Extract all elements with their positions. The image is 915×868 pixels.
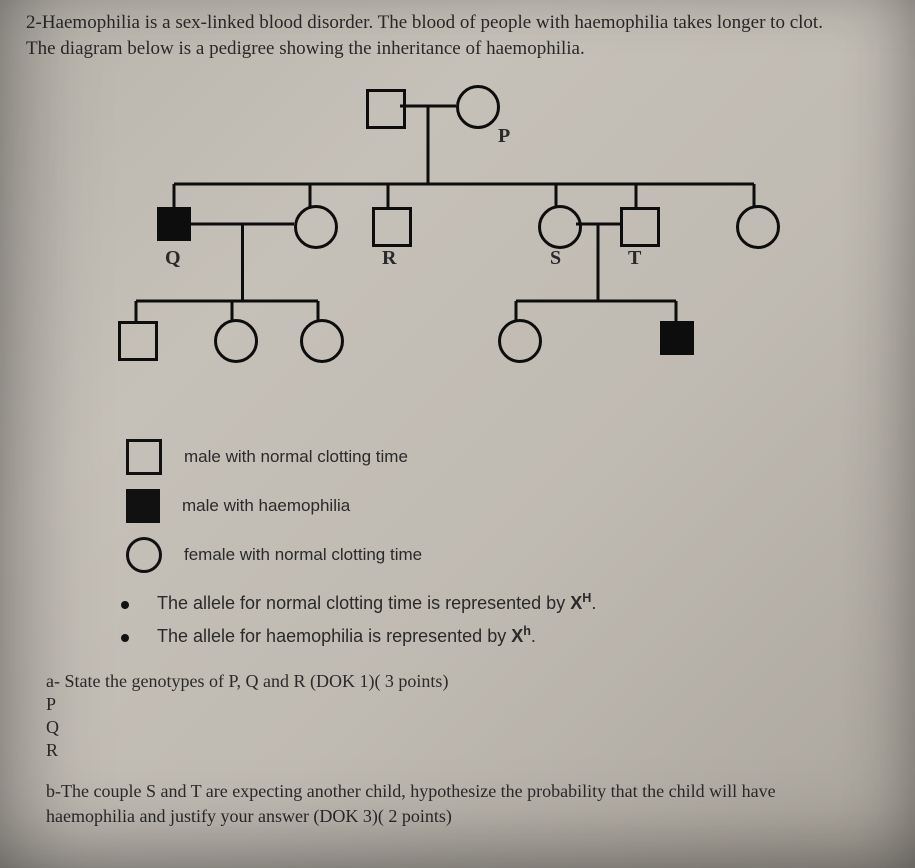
legend-ci-icon bbox=[126, 537, 162, 573]
pedigree-node bbox=[456, 85, 500, 129]
legend-text: male with normal clotting time bbox=[184, 447, 408, 467]
allele-notes: The allele for normal clotting time is r… bbox=[121, 591, 889, 647]
allele-normal-sup: H bbox=[582, 591, 591, 605]
legend-sqf-icon bbox=[126, 489, 160, 523]
part-b-l2: haemophilia and justify your answer (DOK… bbox=[46, 806, 452, 826]
part-a-row: P bbox=[46, 694, 889, 715]
pedigree-node bbox=[300, 319, 344, 363]
legend-text: male with haemophilia bbox=[182, 496, 350, 516]
legend-row: female with normal clotting time bbox=[126, 537, 889, 573]
pedigree-label: T bbox=[628, 247, 641, 270]
pedigree-node bbox=[157, 207, 191, 241]
bullet-icon bbox=[121, 601, 129, 609]
allele-normal-sym: X bbox=[570, 593, 582, 613]
legend-row: male with normal clotting time bbox=[126, 439, 889, 475]
pedigree-node bbox=[366, 89, 406, 129]
allele-haem-post: . bbox=[531, 626, 536, 646]
pedigree-node bbox=[118, 321, 158, 361]
allele-haem-sym: X bbox=[511, 626, 523, 646]
pedigree-node bbox=[660, 321, 694, 355]
pedigree-node bbox=[372, 207, 412, 247]
question-line2: The diagram below is a pedigree showing … bbox=[26, 38, 585, 59]
legend-sq-icon bbox=[126, 439, 162, 475]
pedigree-node bbox=[498, 319, 542, 363]
allele-normal-pre: The allele for normal clotting time is r… bbox=[157, 593, 570, 613]
pedigree-node bbox=[538, 205, 582, 249]
pedigree-label: Q bbox=[165, 247, 181, 270]
allele-haem-pre: The allele for haemophilia is represente… bbox=[157, 626, 511, 646]
bullet-icon bbox=[121, 634, 129, 642]
legend: male with normal clotting time male with … bbox=[126, 439, 889, 573]
pedigree-node bbox=[736, 205, 780, 249]
part-a-row: Q bbox=[46, 717, 889, 738]
pedigree-label: S bbox=[550, 247, 561, 270]
part-a: a- State the genotypes of P, Q and R (DO… bbox=[46, 671, 889, 761]
part-a-row: R bbox=[46, 740, 889, 761]
allele-normal-post: . bbox=[591, 593, 596, 613]
pedigree-diagram: P Q R S T bbox=[96, 89, 856, 399]
pedigree-node bbox=[620, 207, 660, 247]
part-a-prompt: a- State the genotypes of P, Q and R (DO… bbox=[46, 671, 889, 692]
pedigree-node bbox=[214, 319, 258, 363]
pedigree-label: R bbox=[382, 247, 396, 270]
question-line1: 2-Haemophilia is a sex-linked blood diso… bbox=[26, 12, 823, 33]
pedigree-node bbox=[294, 205, 338, 249]
pedigree-label: P bbox=[498, 125, 510, 148]
part-b-l1: b-The couple S and T are expecting anoth… bbox=[46, 781, 776, 801]
legend-row: male with haemophilia bbox=[126, 489, 889, 523]
legend-text: female with normal clotting time bbox=[184, 545, 422, 565]
allele-haem-sup: h bbox=[523, 624, 531, 638]
part-b: b-The couple S and T are expecting anoth… bbox=[46, 779, 889, 828]
